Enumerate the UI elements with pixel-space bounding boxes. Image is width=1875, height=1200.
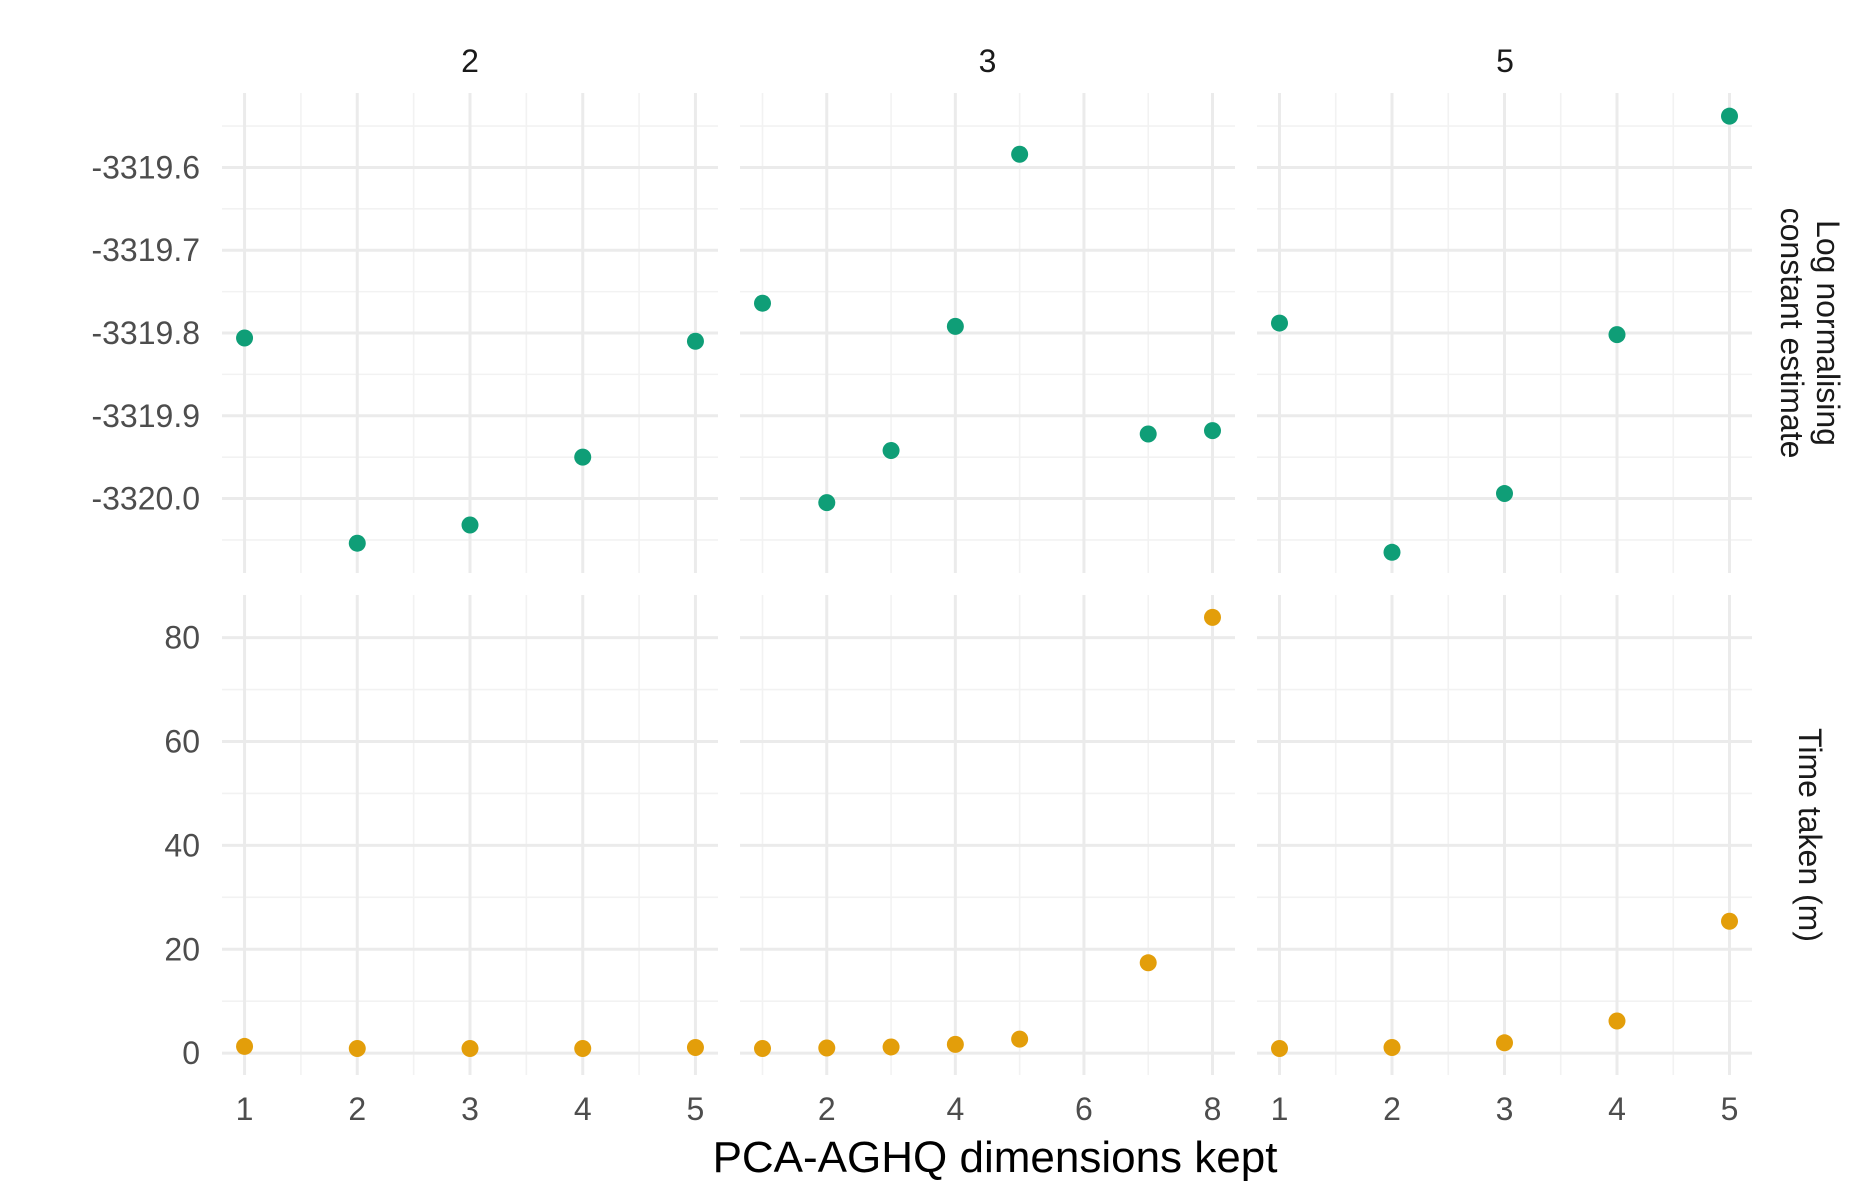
- point-log-normalising-col2-1: [1383, 543, 1401, 561]
- tick-label-layer: -3319.6 -3319.7 -3319.8 -3319.9 -3320.0 1 2 3 4 5…: [91, 149, 1738, 1127]
- point-log-normalising-col1-1: [818, 494, 836, 512]
- point-log-normalising-col0-2: [461, 516, 479, 534]
- facet-row-label-line: Time taken (m): [1792, 728, 1828, 942]
- point-log-normalising-col1-4: [1011, 145, 1029, 163]
- point-log-normalising-col0-0: [236, 329, 254, 347]
- x-tick-label-col2-5: 5: [1721, 1091, 1739, 1127]
- x-tick-label-col2-1: 1: [1271, 1091, 1289, 1127]
- point-log-normalising-col1-5: [1139, 425, 1157, 443]
- y-tick-label-time-taken-4: 80: [164, 620, 200, 656]
- point-time-taken-col1-4: [1011, 1030, 1029, 1048]
- x-tick-label-col1-2: 2: [818, 1091, 836, 1127]
- x-tick-label-col2-3: 3: [1496, 1091, 1514, 1127]
- y-tick-label-log-normalising-2: -3319.8: [91, 315, 200, 351]
- facet-strip-label-col-2: 5: [1496, 43, 1514, 79]
- point-time-taken-col1-1: [818, 1039, 836, 1057]
- facet-row-label-time-taken: Time taken (m): [1792, 728, 1828, 942]
- x-tick-label-col2-2: 2: [1383, 1091, 1401, 1127]
- point-log-normalising-col0-1: [348, 534, 366, 552]
- data-point-layer: [236, 107, 1738, 1058]
- point-log-normalising-col1-0: [754, 294, 771, 312]
- facet-strip-layer: 2 3 5: [461, 43, 1514, 79]
- x-tick-label-col2-4: 4: [1608, 1091, 1626, 1127]
- point-time-taken-col0-2: [461, 1040, 479, 1058]
- y-tick-label-time-taken-1: 20: [164, 931, 200, 967]
- facet-row-label-line: constant estimate: [1774, 208, 1810, 459]
- point-time-taken-col0-1: [348, 1040, 366, 1058]
- y-tick-label-log-normalising-3: -3319.9: [91, 398, 200, 434]
- point-log-normalising-col2-2: [1496, 485, 1513, 503]
- point-time-taken-col0-3: [574, 1040, 592, 1058]
- y-tick-label-log-normalising-1: -3319.7: [91, 232, 200, 268]
- point-log-normalising-col0-3: [574, 448, 592, 466]
- point-log-normalising-col1-2: [882, 442, 900, 460]
- point-log-normalising-col2-3: [1608, 326, 1626, 344]
- x-tick-label-col0-5: 5: [687, 1091, 705, 1127]
- x-tick-label-col0-2: 2: [348, 1091, 366, 1127]
- x-tick-label-col0-1: 1: [236, 1091, 254, 1127]
- x-tick-label-col1-6: 6: [1075, 1091, 1093, 1127]
- y-tick-label-time-taken-3: 60: [164, 723, 200, 759]
- y-tick-label-time-taken-0: 0: [182, 1035, 200, 1071]
- facet-row-label-line: Log normalising: [1810, 220, 1846, 446]
- point-time-taken-col2-3: [1608, 1012, 1626, 1030]
- point-time-taken-col0-4: [686, 1038, 704, 1056]
- y-tick-label-log-normalising-4: -3320.0: [91, 481, 200, 517]
- x-axis-label: PCA-AGHQ dimensions kept: [713, 1133, 1278, 1182]
- grid-layer: [222, 93, 1752, 1075]
- facet-row-label-log-normalising: Log normalisingconstant estimate: [1774, 208, 1846, 459]
- point-log-normalising-col2-4: [1721, 107, 1738, 125]
- point-time-taken-col1-6: [1204, 608, 1221, 626]
- point-time-taken-col2-1: [1383, 1038, 1401, 1056]
- x-tick-label-col1-8: 8: [1204, 1091, 1222, 1127]
- x-tick-label-col0-4: 4: [574, 1091, 592, 1127]
- point-time-taken-col1-2: [882, 1038, 900, 1056]
- point-time-taken-col2-4: [1721, 912, 1738, 930]
- facet-strip-label-col-0: 2: [461, 43, 479, 79]
- point-log-normalising-col0-4: [686, 332, 704, 350]
- point-log-normalising-col2-0: [1271, 314, 1288, 332]
- facet-strip-label-col-1: 3: [979, 43, 997, 79]
- point-time-taken-col1-0: [754, 1040, 771, 1058]
- point-time-taken-col2-2: [1496, 1034, 1513, 1052]
- y-tick-label-log-normalising-0: -3319.6: [91, 149, 200, 185]
- point-time-taken-col1-3: [946, 1035, 964, 1053]
- point-log-normalising-col1-3: [946, 317, 964, 335]
- point-time-taken-col1-5: [1139, 954, 1157, 972]
- x-tick-label-col1-4: 4: [946, 1091, 964, 1127]
- point-time-taken-col0-0: [236, 1037, 254, 1055]
- point-log-normalising-col1-6: [1204, 422, 1221, 440]
- x-tick-label-col0-3: 3: [461, 1091, 479, 1127]
- y-tick-label-time-taken-2: 40: [164, 827, 200, 863]
- facet-row-label-layer: Log normalisingconstant estimate Time tak…: [1774, 208, 1846, 942]
- point-time-taken-col2-0: [1271, 1040, 1288, 1058]
